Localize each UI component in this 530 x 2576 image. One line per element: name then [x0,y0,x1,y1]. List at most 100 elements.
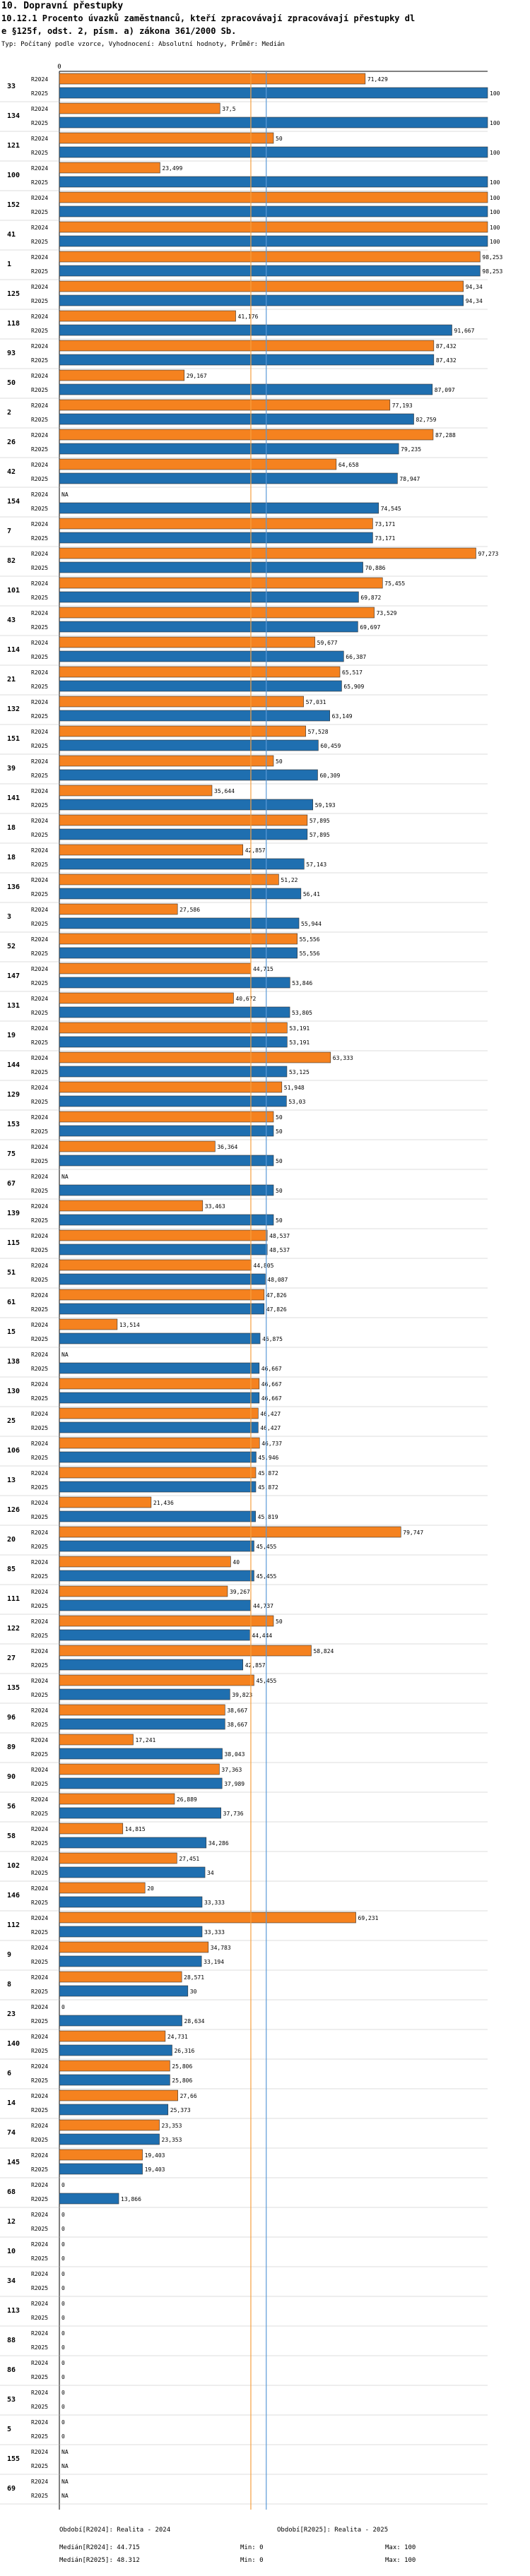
bar-r2024 [59,191,488,203]
value-label-r2025: 46,875 [262,1336,283,1342]
bar-r2025 [59,87,488,99]
series-label-r2025: R2025 [31,1781,48,1787]
value-label-r2025: 69,872 [360,595,381,601]
bar-r2024 [59,933,298,945]
series-label-r2025: R2025 [31,239,48,245]
series-label-r2025: R2025 [31,713,48,720]
series-label-r2024: R2024 [31,2212,48,2218]
series-label-r2024: R2024 [31,1737,48,1743]
bar-r2025 [59,1807,221,1819]
series-label-r2025: R2025 [31,2463,48,2469]
series-label-r2025: R2025 [31,1484,48,1491]
bar-r2024 [59,1526,401,1538]
series-label-r2024: R2024 [31,462,48,468]
value-label-r2024: 50 [276,136,283,142]
bar-r2025 [59,1599,252,1611]
value-label-r2024: 100 [490,225,500,231]
series-label-r2025: R2025 [31,1662,48,1669]
series-label-r2025: R2025 [31,773,48,779]
value-label-r2024: 100 [490,195,500,201]
series-label-r2024: R2024 [31,254,48,261]
row-id-label: 113 [7,2307,20,2315]
row-id-label: 9 [7,1951,11,1959]
value-label-r2025: 44,444 [252,1633,272,1639]
series-label-r2025: R2025 [31,980,48,986]
row-id-label: 74 [7,2129,16,2137]
row-id-label: 56 [7,1803,16,1811]
bar-r2024 [59,1496,152,1508]
series-label-r2025: R2025 [31,2374,48,2380]
series-label-r2025: R2025 [31,1306,48,1313]
row-id-label: 1 [7,261,11,268]
bar-r2024 [59,1556,231,1568]
row-id-label: 153 [7,1121,20,1128]
bar-r2024 [59,1200,204,1212]
value-label-r2024: 37,5 [222,106,235,112]
row-id-label: 93 [7,350,16,357]
series-label-r2024: R2024 [31,1945,48,1951]
row-id-label: 52 [7,943,16,950]
value-label-r2024: 0 [61,2419,65,2426]
value-label-r2025: 48,087 [267,1277,288,1283]
value-label-r2024: 0 [61,2390,65,2396]
row-id-label: 14 [7,2099,16,2107]
bar-r2025 [59,858,305,870]
value-label-r2024: 19,403 [145,2152,165,2159]
value-label-r2025: 0 [61,2285,65,2291]
series-label-r2025: R2025 [31,90,48,97]
value-label-r2024: 77,193 [392,402,413,409]
value-label-r2024: 46,667 [261,1381,282,1388]
value-label-r2024: 94,34 [466,284,483,290]
bar-r2025 [59,1866,206,1878]
row-id-label: 154 [7,498,20,506]
value-label-r2025: 53,03 [288,1099,305,1105]
series-label-r2024: R2024 [31,1381,48,1388]
series-label-r2024: R2024 [31,1174,48,1180]
value-label-r2024: 27,586 [179,907,200,913]
value-label-r2024: 42,857 [245,847,266,854]
series-label-r2025: R2025 [31,1188,48,1194]
bar-r2024 [59,1407,259,1419]
bar-r2024 [59,2119,160,2131]
series-label-r2025: R2025 [31,2226,48,2232]
value-label-r2025: 38,043 [225,1751,245,1758]
value-label-r2024: 0 [61,2182,65,2188]
series-label-r2024: R2024 [31,2034,48,2040]
bar-r2025 [59,769,318,781]
row-id-label: 140 [7,2040,20,2048]
value-label-r2025: 53,805 [292,1010,312,1016]
bar-r2025 [59,1510,256,1522]
bar-r2025 [59,443,399,455]
bar-r2025 [59,117,488,129]
series-label-r2025: R2025 [31,950,48,957]
value-label-r2025: 55,556 [300,950,320,957]
bar-r2024 [59,814,308,826]
value-label-r2025: 0 [61,2404,65,2410]
value-label-r2025: 70,886 [365,565,386,571]
series-label-r2024: R2024 [31,2330,48,2337]
value-label-na: NA [61,2479,69,2485]
row-id-label: 122 [7,1625,20,1633]
row-id-label: 106 [7,1447,20,1455]
bar-r2025 [59,235,488,247]
value-label-r2024: 40 [232,1559,240,1566]
bar-r2025 [59,1332,261,1344]
row-id-label: 18 [7,824,16,832]
value-label-r2025: 39,823 [232,1692,252,1698]
row-id-label: 85 [7,1566,16,1573]
bar-r2025 [59,176,488,188]
series-label-r2025: R2025 [31,743,48,749]
series-label-r2025: R2025 [31,2196,48,2202]
series-label-r2024: R2024 [31,2093,48,2099]
series-label-r2025: R2025 [31,802,48,809]
bar-r2024 [59,844,244,856]
value-label-r2025: 57,143 [306,861,326,868]
median-2024-label: Medián[R2024]: 44.715 [59,2544,140,2551]
value-label-r2025: 53,125 [289,1069,310,1075]
row-id-label: 69 [7,2485,16,2493]
bar-r2024 [59,1585,228,1597]
series-label-r2024: R2024 [31,640,48,646]
bar-r2025 [59,1748,223,1760]
value-label-r2024: 0 [61,2330,65,2337]
bar-r2025 [59,650,344,662]
